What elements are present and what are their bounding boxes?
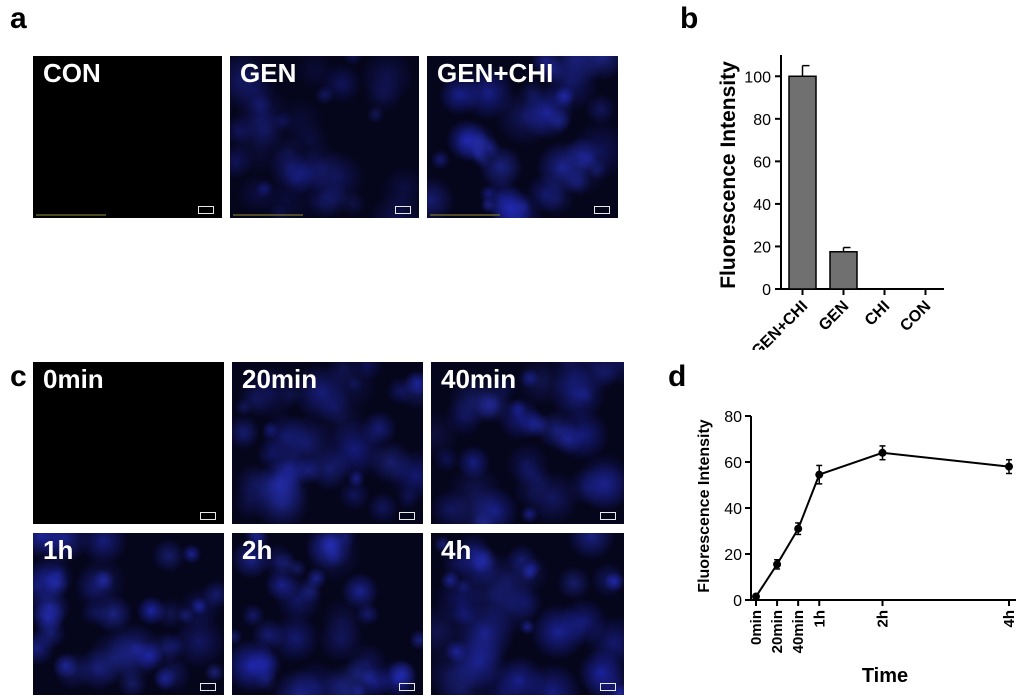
scale-bar xyxy=(600,512,616,520)
x-tick-label: GEN+CHI xyxy=(749,298,812,350)
scale-bar xyxy=(399,683,415,691)
x-tick-label: CHI xyxy=(862,298,894,330)
data-point xyxy=(794,524,803,533)
x-tick-label: 4h xyxy=(1001,610,1018,628)
micrograph-40min: 40min xyxy=(431,362,624,524)
y-tick-label: 80 xyxy=(724,409,742,426)
micrograph-20min: 20min xyxy=(232,362,423,524)
scale-bar xyxy=(600,683,616,691)
x-tick-label: 1h xyxy=(811,610,828,628)
y-axis-label: Fluorescence Intensity xyxy=(717,61,740,289)
micrograph-1h: 1h xyxy=(33,533,224,695)
y-tick-label: 0 xyxy=(762,282,771,299)
micrograph-label: 4h xyxy=(441,535,472,565)
x-tick-label: 40min xyxy=(790,610,807,653)
scale-bar xyxy=(198,206,214,214)
scale-bar xyxy=(594,206,610,214)
data-point xyxy=(1005,462,1013,471)
series-line xyxy=(755,451,1010,598)
x-tick-label: 2h xyxy=(875,610,892,628)
panel-letter-b: b xyxy=(680,2,699,35)
y-axis-label: Fluorescence Intensity xyxy=(696,419,713,592)
y-tick-label: 60 xyxy=(753,154,771,171)
micrograph-label: 1h xyxy=(43,535,74,565)
y-tick-label: 80 xyxy=(753,112,771,129)
micrograph-label: 2h xyxy=(242,535,273,565)
micrograph-footer xyxy=(430,214,500,216)
scale-bar xyxy=(200,512,216,520)
data-point xyxy=(878,448,887,457)
scale-bar xyxy=(395,206,411,214)
y-tick-label: 60 xyxy=(724,455,742,472)
panel-letter-d: d xyxy=(668,360,687,393)
bar xyxy=(829,251,858,290)
micrograph-0min: 0min xyxy=(33,362,224,524)
micrograph-footer xyxy=(36,214,106,216)
micrograph-gen-chi: GEN+CHI xyxy=(427,56,618,218)
data-point xyxy=(815,470,824,479)
micrograph-label: CON xyxy=(43,58,101,88)
bar xyxy=(788,75,817,290)
micrograph-label: GEN+CHI xyxy=(437,58,554,88)
micrograph-label: 40min xyxy=(441,364,517,394)
scale-bar xyxy=(399,512,415,520)
x-tick-label: GEN xyxy=(816,298,853,335)
micrograph-gen: GEN xyxy=(230,56,419,218)
y-tick-label: 40 xyxy=(724,501,742,518)
micrograph-label: GEN xyxy=(240,58,297,88)
micrograph-label: 20min xyxy=(242,364,318,394)
data-point xyxy=(773,560,782,569)
panel-letter-a: a xyxy=(10,2,27,35)
micrograph-2h: 2h xyxy=(232,533,423,695)
x-axis-label: Time xyxy=(862,665,908,687)
y-tick-label: 40 xyxy=(753,197,771,214)
data-point xyxy=(752,592,760,601)
y-tick-label: 20 xyxy=(753,239,771,256)
micrograph-label: 0min xyxy=(43,364,104,394)
panel-letter-c: c xyxy=(10,360,27,393)
y-tick-label: 0 xyxy=(733,593,742,610)
y-tick-label: 20 xyxy=(724,547,742,564)
x-tick-label: 0min xyxy=(748,610,765,645)
micrograph-con: CON xyxy=(33,56,222,218)
x-tick-label: 20min xyxy=(769,610,786,653)
micrograph-4h: 4h xyxy=(431,533,624,695)
y-tick-label: 100 xyxy=(744,69,771,86)
bar-chart: Fluorescence Intensity 0 20 40 60 80 100 GEN+C… xyxy=(717,55,944,350)
x-tick-label: CON xyxy=(897,298,934,335)
line-chart: Fluorescence Intensity Time 0 20 40 60 80 0mi… xyxy=(696,409,1018,687)
scale-bar xyxy=(200,683,216,691)
micrograph-footer xyxy=(233,214,303,216)
